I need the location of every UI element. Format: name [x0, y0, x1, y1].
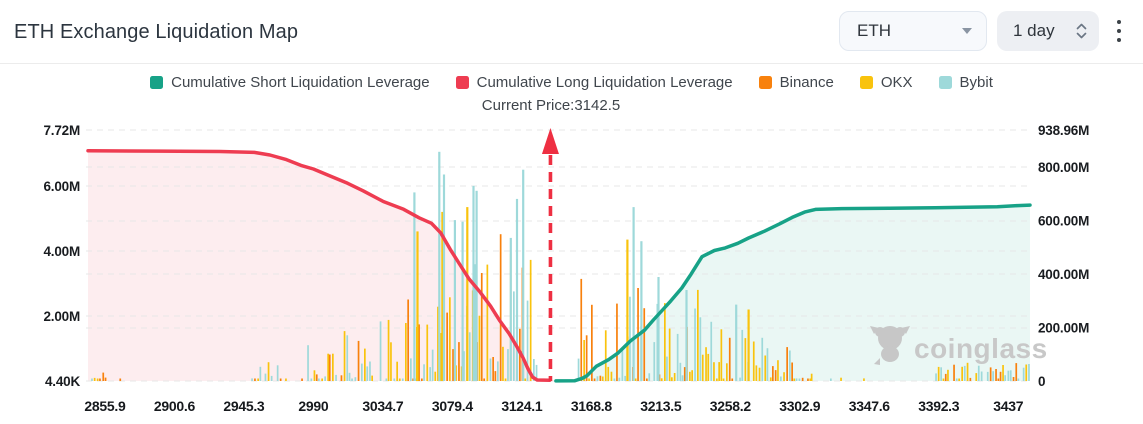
y-left-tick-label: 2.00M — [43, 309, 80, 324]
x-tick-label: 2900.6 — [154, 398, 196, 414]
symbol-select[interactable]: ETH — [839, 11, 987, 51]
long-liquidation-line — [86, 149, 552, 383]
kebab-menu-icon[interactable] — [1109, 14, 1129, 48]
symbol-select-value: ETH — [857, 21, 891, 40]
x-tick-label: 3168.8 — [571, 398, 613, 414]
legend-swatch-icon — [859, 76, 873, 89]
chevron-down-icon — [962, 28, 972, 34]
x-tick-label: 2855.9 — [84, 398, 126, 414]
x-tick-label: 3124.1 — [501, 398, 543, 414]
x-tick-label: 3437 — [993, 398, 1023, 414]
legend-label: Bybit — [959, 74, 993, 91]
legend-item-binance[interactable]: Binance — [758, 74, 834, 91]
legend-item-short[interactable]: Cumulative Short Liquidation Leverage — [150, 74, 430, 91]
x-tick-label: 3213.5 — [640, 398, 682, 414]
legend-item-bybit[interactable]: Bybit — [938, 74, 993, 91]
y-left-tick-label: 4.00M — [43, 244, 80, 259]
current-price-label: Current Price:3142.5 — [481, 97, 621, 114]
header-controls: ETH 1 day — [839, 11, 1129, 51]
period-select[interactable]: 1 day — [997, 11, 1099, 51]
widget-header: ETH Exchange Liquidation Map ETH 1 day — [0, 0, 1143, 64]
legend-label: Cumulative Short Liquidation Leverage — [171, 74, 430, 91]
y-left-tick-label: 7.72M — [43, 123, 80, 138]
chevron-up-icon — [1076, 23, 1087, 30]
y-left-tick-label: 4.40K — [45, 374, 80, 389]
liquidation-bars[interactable] — [91, 151, 1030, 381]
watermark-text: coinglass — [914, 333, 1048, 364]
stepper-icon — [1076, 23, 1087, 39]
y-left-tick-label: 6.00M — [43, 179, 80, 194]
chevron-down-icon — [1076, 32, 1087, 39]
legend-item-long[interactable]: Cumulative Long Liquidation Leverage — [455, 74, 733, 91]
legend-swatch-icon — [150, 76, 164, 89]
legend-item-okx[interactable]: OKX — [859, 74, 913, 91]
x-tick-label: 3392.3 — [918, 398, 960, 414]
coinglass-watermark: coinglass — [870, 326, 1048, 365]
y-right-tick-label: 800.00M — [1038, 160, 1089, 175]
x-tick-label: 3079.4 — [432, 398, 474, 414]
y-right-tick-label: 0 — [1038, 374, 1045, 389]
x-tick-label: 3034.7 — [362, 398, 404, 414]
period-select-value: 1 day — [1013, 21, 1055, 40]
short-liquidation-line — [554, 203, 1032, 383]
coinglass-bear-icon — [870, 326, 910, 365]
axis-labels: 7.72M 6.00M 4.00M 2.00M 4.40K 938.96M 800.00M 6… — [43, 123, 1089, 414]
legend-swatch-icon — [758, 76, 772, 89]
y-right-tick-label: 200.00M — [1038, 321, 1089, 336]
chart-legend: Cumulative Short Liquidation Leverage Cum… — [0, 74, 1143, 91]
x-tick-label: 3302.9 — [779, 398, 821, 414]
x-tick-label: 2945.3 — [223, 398, 265, 414]
legend-swatch-icon — [455, 76, 469, 89]
page-title: ETH Exchange Liquidation Map — [14, 21, 299, 43]
current-price-marker — [541, 128, 559, 381]
x-tick-label: 3347.6 — [849, 398, 891, 414]
y-right-tick-label: 400.00M — [1038, 267, 1089, 282]
legend-label: Cumulative Long Liquidation Leverage — [476, 74, 733, 91]
x-tick-label: 3258.2 — [710, 398, 752, 414]
x-tick-label: 2990 — [298, 398, 328, 414]
y-right-tick-label: 938.96M — [1038, 123, 1089, 138]
cumulative-area-fills — [88, 150, 1030, 381]
legend-label: Binance — [779, 74, 834, 91]
legend-label: OKX — [880, 74, 913, 91]
y-right-tick-label: 600.00M — [1038, 214, 1089, 229]
legend-swatch-icon — [938, 76, 952, 89]
